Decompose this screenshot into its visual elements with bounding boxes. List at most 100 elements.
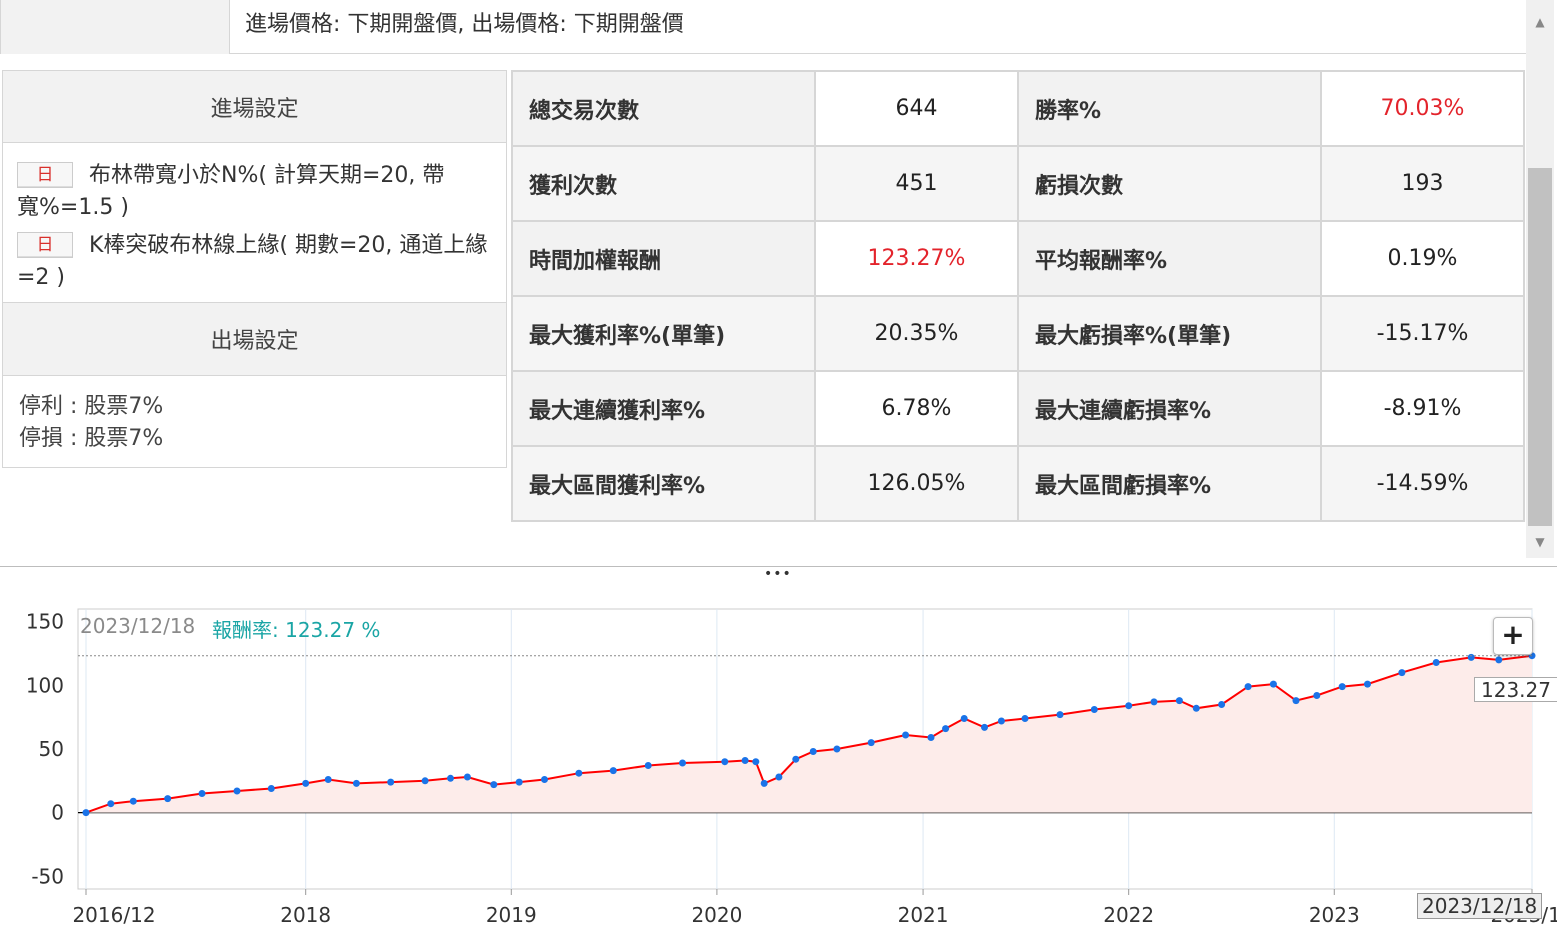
data-point (1021, 715, 1029, 722)
stat-label: 勝率% (1017, 70, 1322, 147)
data-point (1364, 680, 1371, 688)
data-point (164, 795, 172, 803)
data-point (1467, 653, 1475, 661)
entry-conditions: 日布林帶寬小於N%( 計算天期=20, 帶寬%=1.5 ) 日 K棒突破布林線上緣… (3, 144, 506, 302)
data-point (997, 717, 1005, 725)
stat-value: -15.17% (1320, 295, 1525, 372)
zoom-in-button[interactable]: + (1493, 617, 1533, 655)
stat-value: 126.05% (814, 445, 1019, 522)
data-point (721, 758, 729, 766)
data-point (198, 790, 206, 797)
stat-label: 獲利次數 (511, 145, 816, 222)
data-point (960, 715, 968, 722)
take-profit-text: 停利 : 股票7% (19, 394, 164, 419)
data-point (1056, 711, 1064, 719)
data-point (867, 739, 875, 747)
data-point (515, 778, 523, 786)
data-point (463, 773, 471, 781)
data-point (902, 731, 910, 739)
stat-value: 193 (1320, 145, 1525, 222)
x-tick-label: 2016/12 (72, 903, 155, 927)
data-point (302, 779, 310, 787)
y-tick-label: -50 (31, 864, 64, 888)
data-point (575, 769, 583, 777)
stop-loss-text: 停損 : 股票7% (19, 426, 164, 451)
data-point (1338, 683, 1346, 691)
stat-value: 20.35% (814, 295, 1019, 372)
data-point (129, 797, 137, 805)
entry-settings-header: 進場設定 (3, 71, 506, 143)
stats-row: 最大連續獲利率% 6.78% 最大連續虧損率% -8.91% (511, 370, 1525, 447)
stat-label: 虧損次數 (1017, 145, 1322, 222)
data-point (809, 748, 817, 755)
strategy-settings-panel: 進場設定 日布林帶寬小於N%( 計算天期=20, 帶寬%=1.5 ) 日 K棒突破… (2, 70, 507, 468)
stats-row: 最大區間獲利率% 126.05% 最大區間虧損率% -14.59% (511, 445, 1525, 522)
stats-row: 總交易次數 644 勝率% 70.03% (511, 70, 1525, 147)
data-point (490, 781, 498, 789)
exit-conditions: 停利 : 股票7% 停損 : 股票7% (3, 377, 506, 467)
return-chart-svg: 2016/122018201920202021202220232023/1215… (26, 608, 1557, 927)
data-point (1432, 659, 1440, 666)
stat-value: 70.03% (1320, 70, 1525, 147)
entry-condition-1: 日布林帶寬小於N%( 計算天期=20, 帶寬%=1.5 ) (17, 160, 492, 224)
panel-splitter[interactable]: ••• (0, 566, 1557, 582)
splitter-grip-icon[interactable]: ••• (764, 566, 792, 582)
data-point (352, 779, 360, 787)
stat-label: 最大區間獲利率% (511, 445, 816, 522)
data-point (107, 800, 115, 808)
exit-settings-header: 出場設定 (3, 302, 506, 376)
data-point (541, 776, 548, 783)
data-point (1192, 704, 1200, 712)
stat-value: 6.78% (814, 370, 1019, 447)
tooltip-return-label: 報酬率: 123.27 % (212, 618, 381, 642)
y-tick-label: 150 (26, 610, 64, 634)
area-fill (86, 655, 1532, 813)
stat-label: 總交易次數 (511, 70, 816, 147)
condition-text: K棒突破布林線上緣( 期數=20, 通道上緣=2 ) (17, 233, 488, 290)
data-point (1269, 680, 1277, 688)
data-point (1244, 683, 1252, 691)
data-point (1495, 656, 1503, 664)
data-point (421, 777, 429, 785)
y-tick-label: 100 (26, 673, 64, 697)
data-point (324, 776, 332, 783)
stat-value: -8.91% (1320, 370, 1525, 447)
data-point (387, 778, 395, 786)
data-point (609, 767, 617, 775)
daily-tag: 日 (17, 162, 73, 188)
x-tick-label: 2023 (1309, 903, 1360, 927)
data-point (1292, 697, 1300, 705)
data-point (1313, 692, 1321, 699)
data-point (233, 787, 241, 795)
stats-row: 獲利次數 451 虧損次數 193 (511, 145, 1525, 222)
x-tick-label: 2021 (898, 903, 949, 927)
data-point (1150, 698, 1158, 706)
data-point (760, 779, 768, 787)
data-point (1125, 702, 1133, 710)
data-point (792, 755, 800, 763)
stat-label: 平均報酬率% (1017, 220, 1322, 297)
stat-label: 最大連續虧損率% (1017, 370, 1322, 447)
stats-row: 最大獲利率%(單筆) 20.35% 最大虧損率%(單筆) -15.17% (511, 295, 1525, 372)
last-value-badge: 123.27 (1474, 677, 1557, 702)
data-point (447, 774, 454, 782)
scroll-up-arrow-icon[interactable]: ▲ (1535, 15, 1545, 29)
top-left-cell (0, 0, 230, 54)
x-tick-label: 2020 (691, 903, 742, 927)
vertical-scrollbar[interactable]: ▲ ▼ (1526, 0, 1554, 558)
data-point (1090, 706, 1098, 713)
scroll-down-arrow-icon[interactable]: ▼ (1535, 535, 1545, 549)
stat-value: 644 (814, 70, 1019, 147)
stat-value: -14.59% (1320, 445, 1525, 522)
data-point (267, 785, 275, 792)
stat-label: 時間加權報酬 (511, 220, 816, 297)
stats-row: 時間加權報酬 123.27% 平均報酬率% 0.19% (511, 220, 1525, 297)
data-point (1175, 697, 1183, 705)
data-point (679, 759, 686, 767)
entry-condition-2: 日 K棒突破布林線上緣( 期數=20, 通道上緣=2 ) (17, 230, 492, 294)
data-point (942, 725, 950, 733)
return-chart[interactable]: 2016/122018201920202021202220232023/1215… (0, 583, 1557, 933)
price-setting-text: 進場價格: 下期開盤價, 出場價格: 下期開盤價 (245, 12, 684, 37)
data-point (752, 758, 760, 766)
scrollbar-thumb[interactable] (1528, 168, 1552, 526)
